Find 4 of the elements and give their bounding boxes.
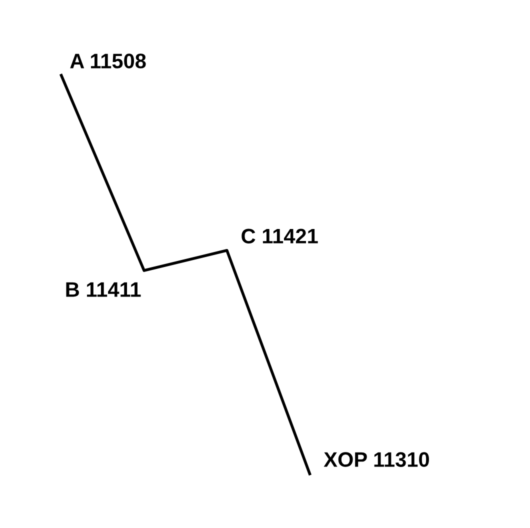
data-label: C 11421 [242, 228, 318, 244]
data-label: A 11508 [70, 54, 146, 68]
data-label: XOP 11310 [324, 452, 429, 467]
data-label: B 11411 [66, 282, 141, 297]
